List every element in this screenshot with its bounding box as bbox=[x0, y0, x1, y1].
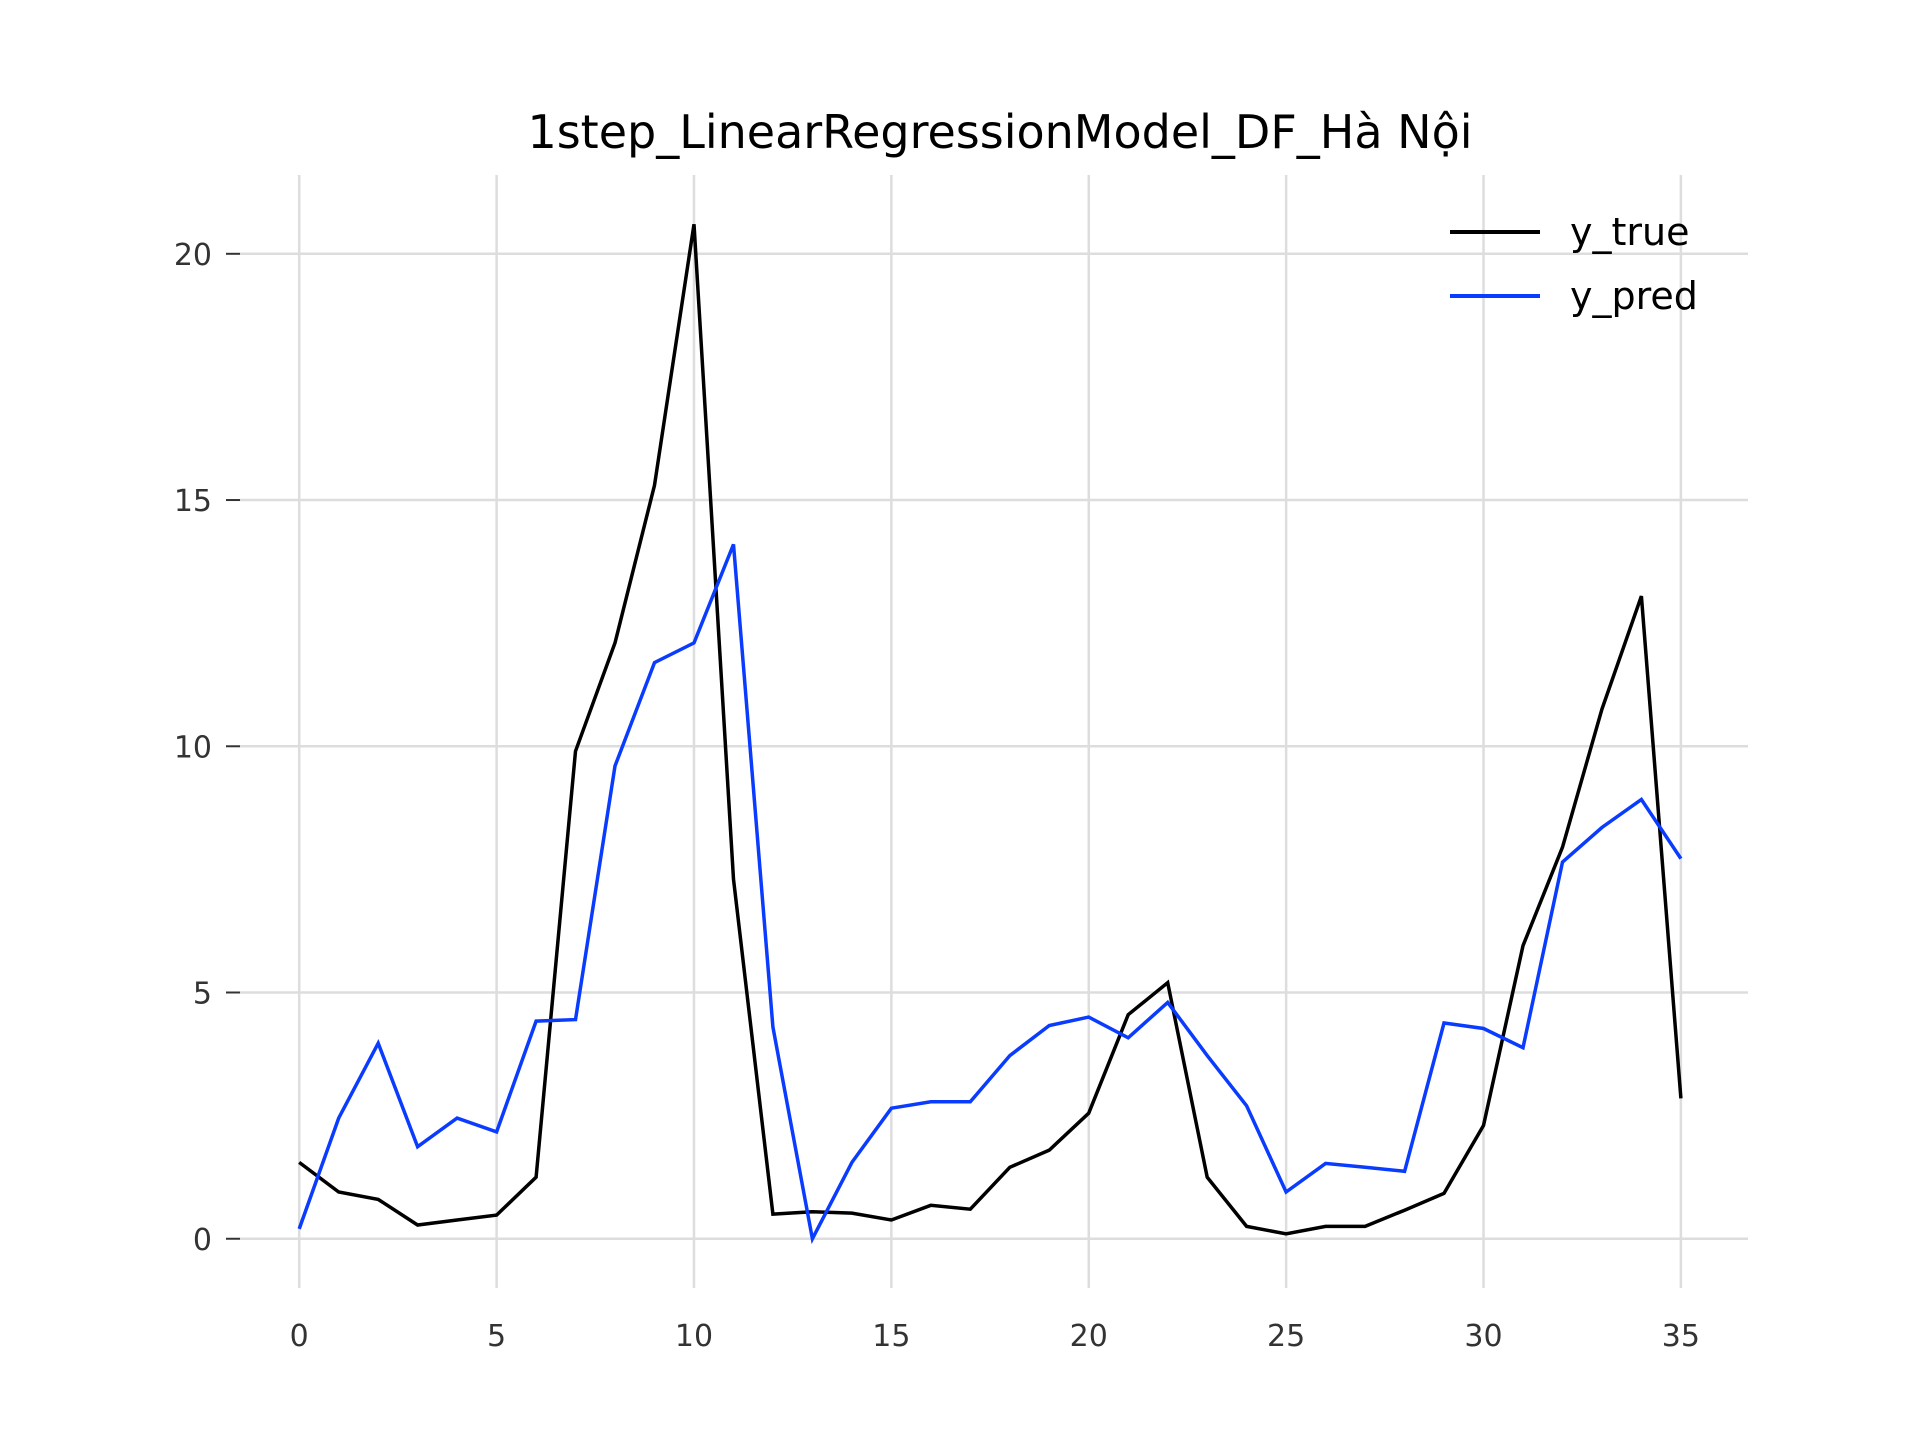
series-lines bbox=[297, 223, 1683, 1245]
x-tick-label: 20 bbox=[1070, 1319, 1108, 1354]
y-tick-label: 0 bbox=[193, 1223, 212, 1258]
x-tick-label: 10 bbox=[675, 1319, 713, 1354]
series-line-y-true bbox=[298, 223, 1683, 1236]
axis-ticks: 0 5 10 15 20 25 30 35 0 5 10 15 20 bbox=[174, 238, 1700, 1354]
x-tick-label: 15 bbox=[872, 1319, 910, 1354]
x-tick-label: 25 bbox=[1267, 1319, 1305, 1354]
y-tick-label: 5 bbox=[193, 977, 212, 1012]
y-tick-label: 10 bbox=[174, 730, 212, 765]
y-tick-label: 15 bbox=[174, 484, 212, 519]
legend: y_true y_pred bbox=[1450, 210, 1698, 318]
legend-label-y-pred: y_pred bbox=[1570, 274, 1698, 318]
series-line-y-pred bbox=[297, 543, 1683, 1245]
legend-label-y-true: y_true bbox=[1570, 210, 1689, 254]
x-tick-label: 5 bbox=[487, 1319, 506, 1354]
grid bbox=[240, 175, 1748, 1288]
chart-title: 1step_LinearRegressionModel_DF_Hà Nội bbox=[527, 105, 1472, 159]
x-tick-label: 30 bbox=[1464, 1319, 1502, 1354]
y-tick-label: 20 bbox=[174, 238, 212, 273]
x-tick-label: 35 bbox=[1662, 1319, 1700, 1354]
x-tick-label: 0 bbox=[290, 1319, 309, 1354]
